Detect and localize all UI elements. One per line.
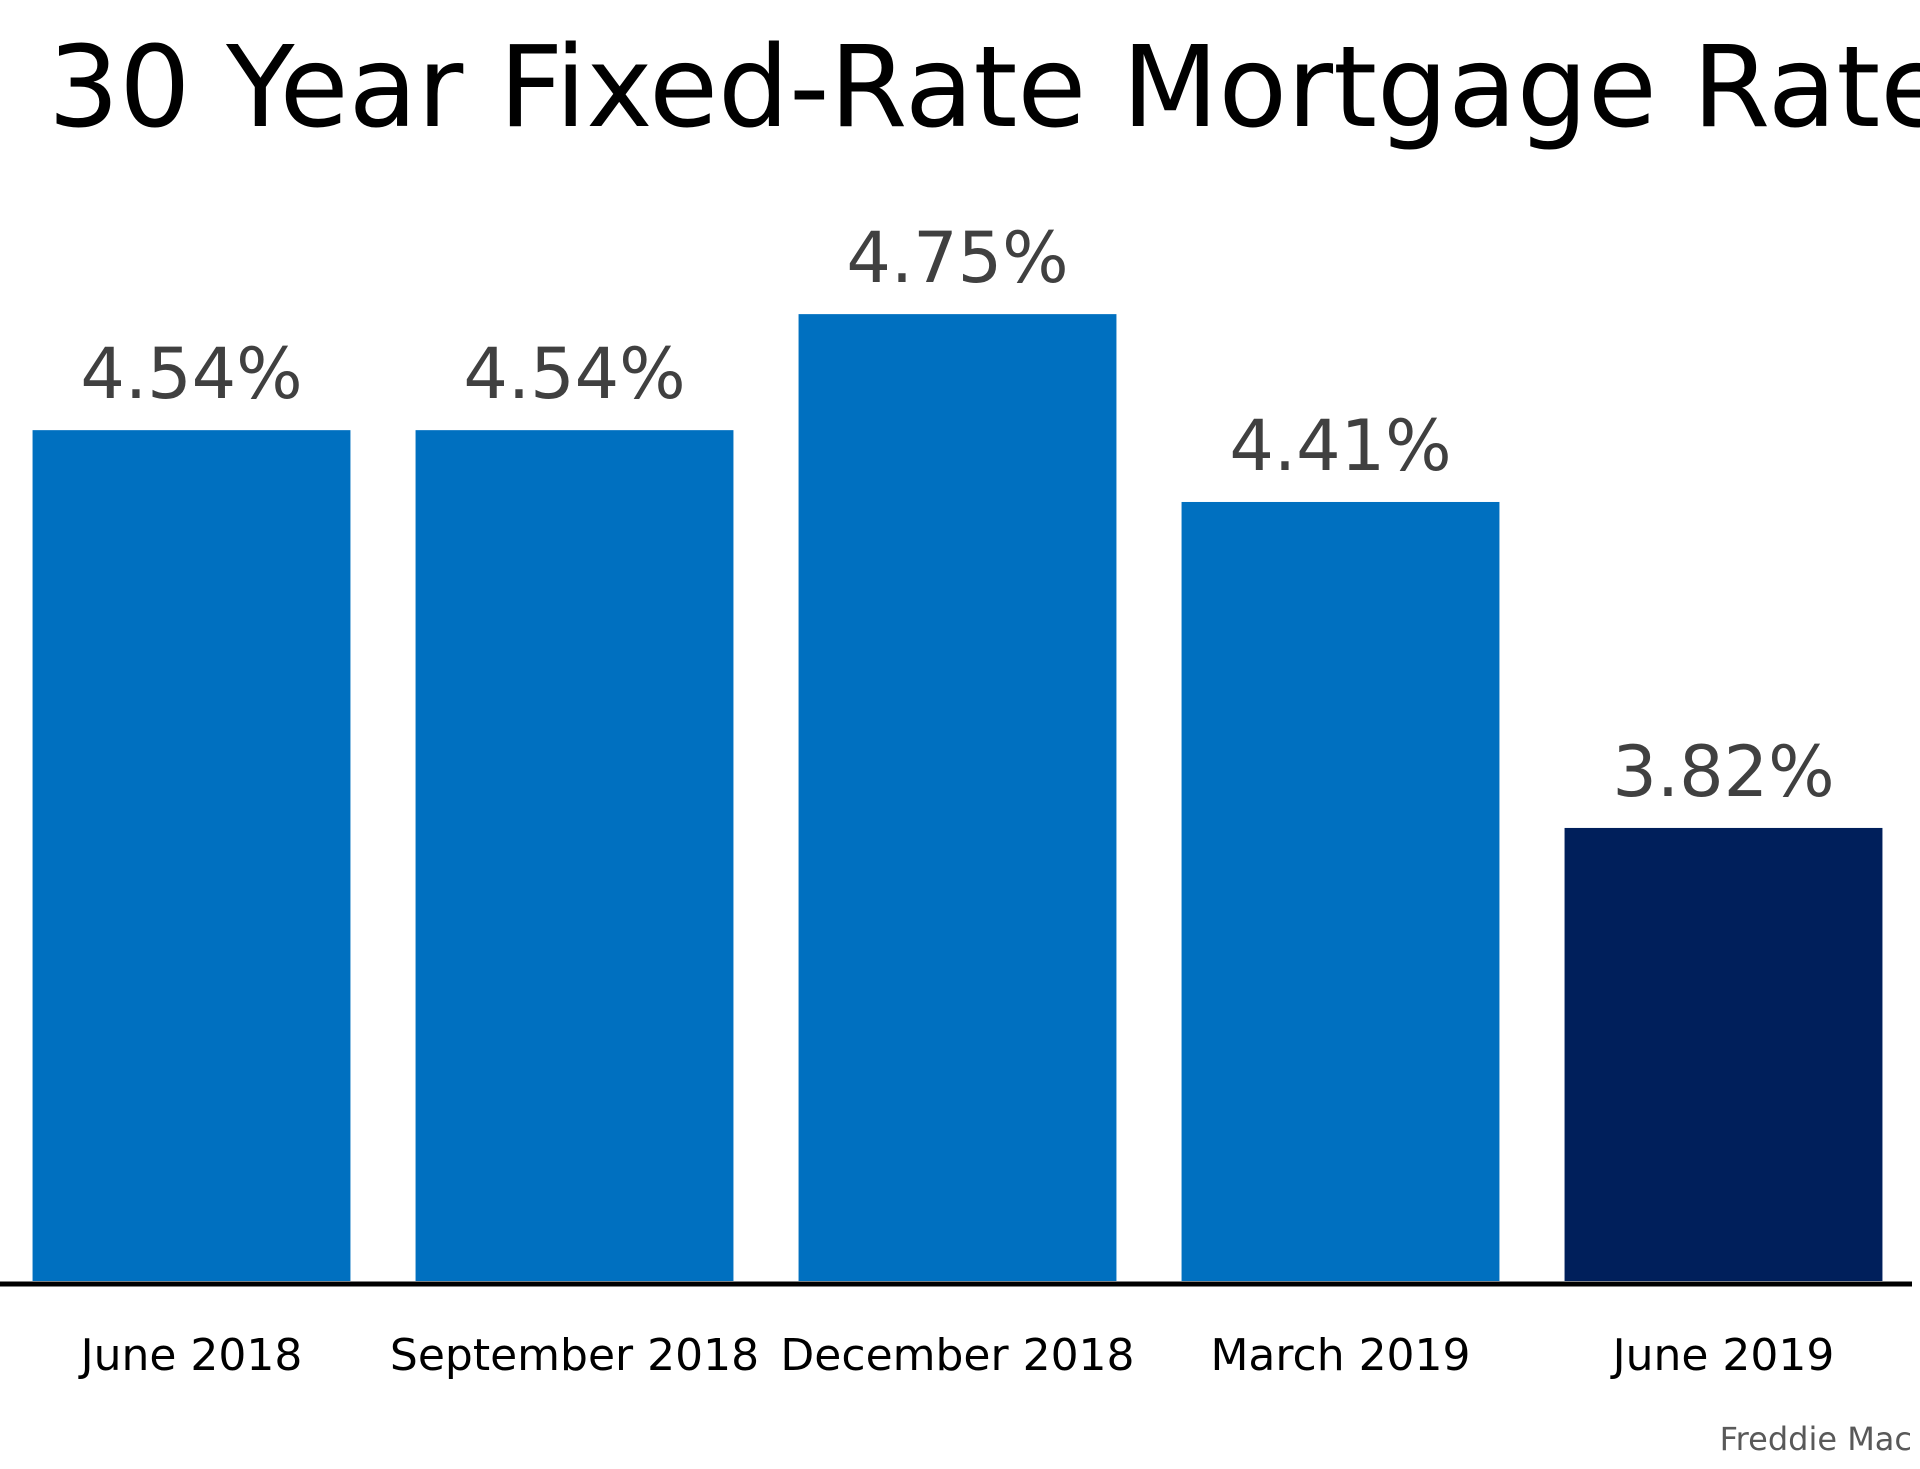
source: Freddie Mac — [1720, 1420, 1912, 1458]
bar — [415, 430, 734, 1281]
value-label: 4.54% — [463, 333, 685, 415]
bar — [1181, 501, 1500, 1282]
x-tick-label: September 2018 — [390, 1330, 759, 1381]
x-tick-label: June 2019 — [1610, 1330, 1835, 1381]
value-label: 4.54% — [80, 333, 302, 415]
chart-title: 30 Year Fixed-Rate Mortgage Rate — [48, 23, 1920, 153]
value-label: 4.75% — [846, 217, 1068, 299]
x-tick-label: March 2019 — [1210, 1330, 1470, 1381]
bar — [1564, 827, 1883, 1281]
bar — [32, 430, 351, 1281]
value-label: 4.41% — [1229, 405, 1451, 487]
x-tick-label: December 2018 — [780, 1330, 1134, 1381]
x-tick-label: June 2018 — [78, 1330, 303, 1381]
value-label: 3.82% — [1612, 731, 1834, 813]
bar — [798, 314, 1117, 1281]
